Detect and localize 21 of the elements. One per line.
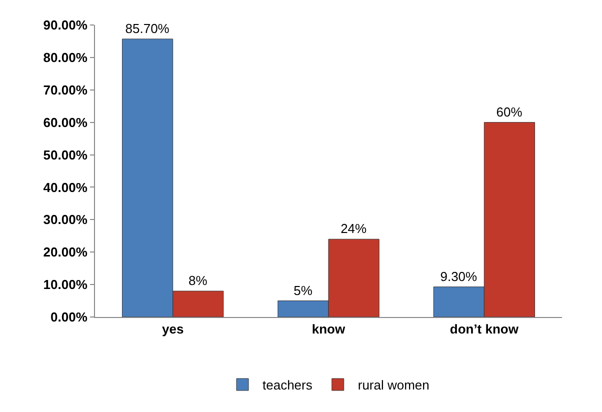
y-tick-label: 60.00% xyxy=(43,114,88,130)
y-tick-label: 90.00% xyxy=(43,18,88,33)
data-label: 5% xyxy=(294,282,313,298)
y-tick-label: 80.00% xyxy=(43,50,88,65)
y-tick-label: 40.00% xyxy=(43,180,88,195)
data-label: 60% xyxy=(496,104,523,120)
data-label: 8% xyxy=(188,273,208,288)
x-tick-label: don’t know xyxy=(450,322,520,337)
legend-label: rural women xyxy=(358,378,430,393)
data-label: 24% xyxy=(340,221,368,236)
x-tick-label: know xyxy=(312,322,346,337)
data-label: 85.70% xyxy=(125,20,170,36)
legend-label: teachers xyxy=(262,378,313,393)
y-tick-label: 70.00% xyxy=(43,82,88,98)
y-tick-label: 10.00% xyxy=(43,277,88,292)
y-tick-label: 50.00% xyxy=(43,147,88,162)
data-label: 9.30% xyxy=(440,268,478,284)
y-tick-label: 20.00% xyxy=(43,244,88,260)
y-tick-label: 0.00% xyxy=(50,310,88,325)
y-tick-label: 30.00% xyxy=(43,212,88,228)
x-tick-label: yes xyxy=(162,322,184,337)
